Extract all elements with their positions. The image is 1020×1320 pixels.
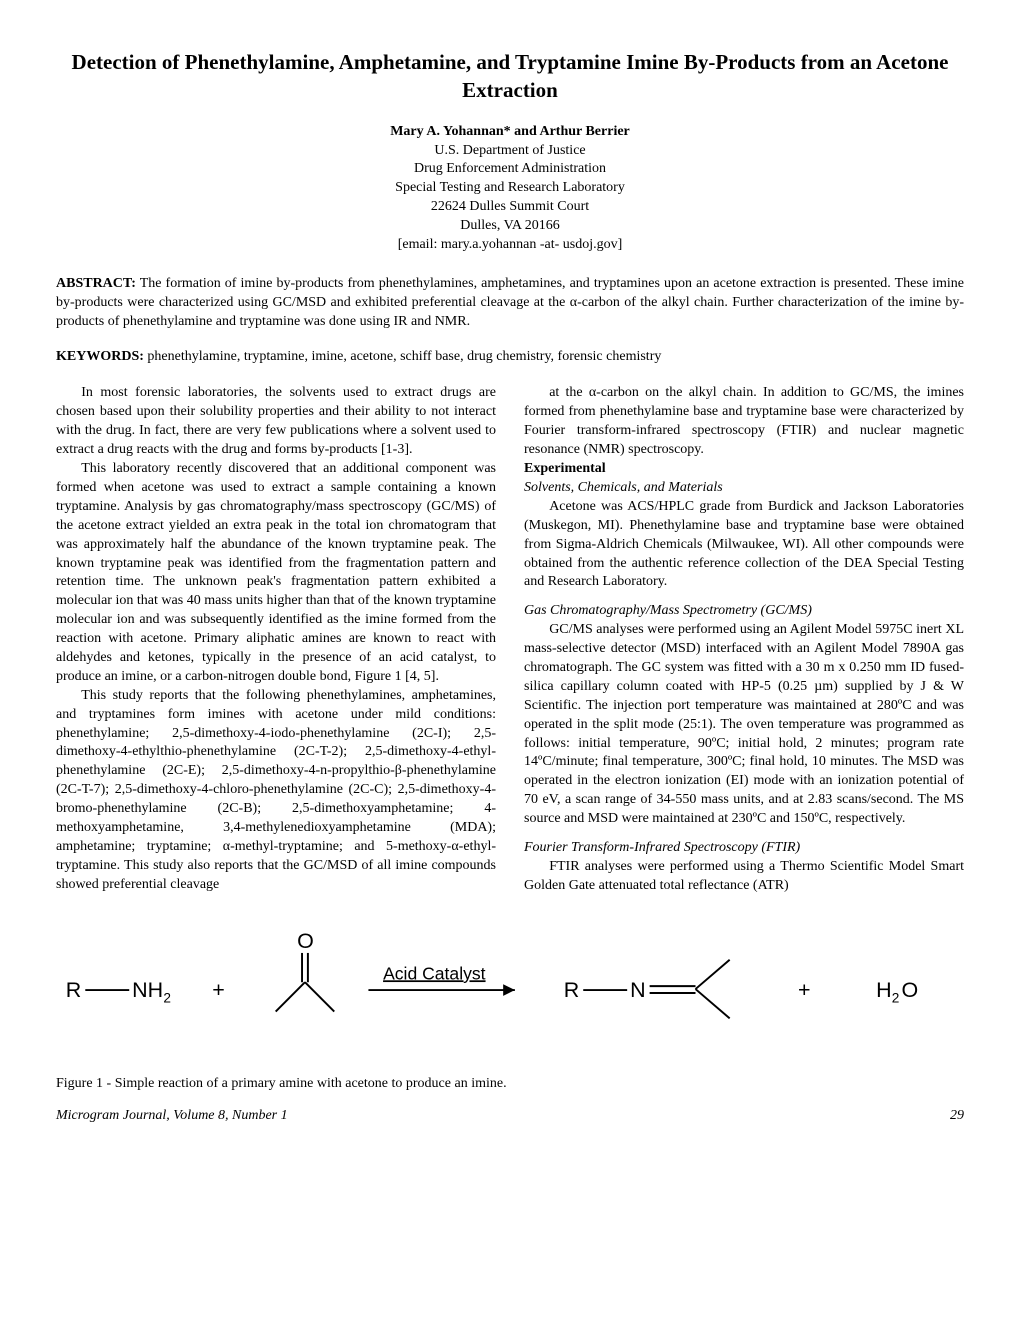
plus-sign: + [798,978,811,1002]
affiliation-line: Special Testing and Research Laboratory [56,179,964,198]
arrow-head-icon [503,984,515,996]
abstract: ABSTRACT: The formation of imine by-prod… [56,275,964,332]
journal-name: Microgram Journal, Volume 8, Number 1 [56,1107,288,1126]
keywords: KEYWORDS: phenethylamine, tryptamine, im… [56,348,964,367]
bond-line [305,982,334,1011]
bond-line [276,982,305,1011]
arrow-label: Acid Catalyst [383,963,486,983]
plus-sign: + [212,978,225,1002]
keywords-label: KEYWORDS: [56,349,144,364]
affiliation-line: U.S. Department of Justice [56,142,964,161]
bond-line [696,959,730,988]
abstract-label: ABSTRACT: [56,276,136,291]
paragraph: at the α-carbon on the alkyl chain. In a… [524,384,964,460]
label-NH2-sub: 2 [163,990,171,1005]
subheading-solvents: Solvents, Chemicals, and Materials [524,479,964,498]
page-footer: Microgram Journal, Volume 8, Number 1 29 [56,1107,964,1126]
label-H2O-sub: 2 [892,990,900,1005]
paragraph: GC/MS analyses were performed using an A… [524,621,964,829]
paragraph: FTIR analyses were performed using a The… [524,858,964,896]
figure-1: R NH 2 + O Acid Catalyst R N + H 2 O Fig… [56,922,964,1094]
label-R2: R [564,978,580,1002]
affiliation-line: Dulles, VA 20166 [56,217,964,236]
authors: Mary A. Yohannan* and Arthur Berrier [56,123,964,142]
label-H2O-O: O [902,978,919,1002]
page-number: 29 [950,1107,964,1126]
body-columns: In most forensic laboratories, the solve… [56,384,964,895]
subheading-ftir: Fourier Transform-Infrared Spectroscopy … [524,839,964,858]
label-O: O [297,929,314,953]
email-line: [email: mary.a.yohannan -at- usdoj.gov] [56,236,964,255]
bond-line [696,989,730,1018]
label-N: N [630,978,646,1002]
keywords-text: phenethylamine, tryptamine, imine, aceto… [144,349,661,364]
reaction-diagram: R NH 2 + O Acid Catalyst R N + H 2 O [56,922,964,1062]
right-column: at the α-carbon on the alkyl chain. In a… [524,384,964,895]
subheading-gcms: Gas Chromatography/Mass Spectrometry (GC… [524,602,964,621]
figure-caption: Figure 1 - Simple reaction of a primary … [56,1075,964,1094]
paragraph: In most forensic laboratories, the solve… [56,384,496,460]
author-block: Mary A. Yohannan* and Arthur Berrier U.S… [56,123,964,255]
abstract-text: The formation of imine by-products from … [56,276,964,329]
paragraph: Acetone was ACS/HPLC grade from Burdick … [524,498,964,592]
label-H: H [876,978,892,1002]
label-NH: NH [132,978,163,1002]
affiliation-line: 22624 Dulles Summit Court [56,198,964,217]
paragraph: This laboratory recently discovered that… [56,460,496,687]
label-R: R [66,978,82,1002]
page-title: Detection of Phenethylamine, Amphetamine… [56,48,964,105]
left-column: In most forensic laboratories, the solve… [56,384,496,895]
paragraph: This study reports that the following ph… [56,687,496,895]
section-heading-experimental: Experimental [524,460,964,479]
affiliation-line: Drug Enforcement Administration [56,160,964,179]
